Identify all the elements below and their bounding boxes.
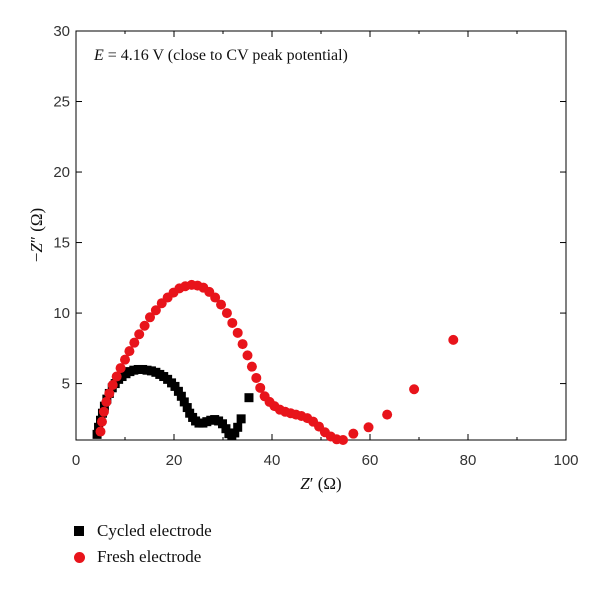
fresh-point xyxy=(107,379,118,390)
fresh-point xyxy=(101,396,112,407)
fresh-point xyxy=(144,312,155,323)
cycled-point xyxy=(218,419,228,429)
y-axis-title: −Z″ (Ω) xyxy=(27,208,46,262)
fresh-point xyxy=(111,371,122,382)
plot-frame xyxy=(75,30,567,441)
annotation-text: = 4.16 V (close to CV peak potential) xyxy=(104,47,348,64)
x-axis-symbol: Z xyxy=(300,474,310,493)
fresh-point xyxy=(139,320,150,331)
fresh-point xyxy=(104,388,115,399)
legend: Cycled electrode Fresh electrode xyxy=(74,518,212,570)
x-tick-label: 20 xyxy=(166,452,183,469)
x-axis-title: Z′ (Ω) xyxy=(300,474,341,493)
legend-item-cycled: Cycled electrode xyxy=(74,518,212,544)
y-tick-label: 5 xyxy=(62,376,70,393)
x-axis-unit: (Ω) xyxy=(313,474,341,493)
legend-circle-marker xyxy=(74,551,85,563)
cycled-point xyxy=(173,386,183,396)
fresh-point xyxy=(216,299,227,310)
x-tick-label: 60 xyxy=(362,452,379,469)
fresh-point xyxy=(251,372,262,383)
cycled-point xyxy=(233,422,243,432)
legend-label-cycled: Cycled electrode xyxy=(97,521,212,540)
annotation-symbol: E xyxy=(93,47,104,64)
cycled-point xyxy=(221,424,231,434)
fresh-point xyxy=(120,354,130,365)
fresh-point xyxy=(124,346,135,357)
cycled-point xyxy=(236,414,246,424)
fresh-point xyxy=(382,409,393,420)
y-axis-mark: ″ xyxy=(27,236,46,243)
fresh-point xyxy=(115,363,126,374)
legend-item-fresh: Fresh electrode xyxy=(74,544,212,570)
cycled-point xyxy=(244,393,254,403)
x-tick-label: 100 xyxy=(553,452,578,469)
fresh-point xyxy=(227,317,238,328)
y-tick-label: 15 xyxy=(53,235,70,252)
fresh-point xyxy=(242,350,253,361)
y-axis-symbol: Z xyxy=(27,243,46,253)
fresh-point xyxy=(448,334,459,345)
series-fresh-electrode xyxy=(95,279,459,445)
fresh-point xyxy=(348,428,359,439)
axis-tick-labels: 0 20 40 60 80 100 5 10 15 20 25 30 xyxy=(53,23,578,469)
fresh-point xyxy=(237,339,248,350)
chart-annotation: E = 4.16 V (close to CV peak potential) xyxy=(93,47,348,64)
fresh-point xyxy=(409,384,420,395)
x-tick-label: 40 xyxy=(264,452,281,469)
cycled-point xyxy=(170,381,180,391)
y-tick-label: 25 xyxy=(53,94,70,111)
cycled-point xyxy=(182,403,192,413)
legend-square-marker xyxy=(74,526,84,536)
fresh-point xyxy=(255,382,266,393)
y-axis-prefix: − xyxy=(27,253,46,263)
fresh-point xyxy=(134,329,145,340)
fresh-point xyxy=(129,337,140,348)
fresh-point xyxy=(96,416,107,427)
impedance-chart: 0 20 40 60 80 100 5 10 15 20 25 30 E = 4.16 V (clos… xyxy=(27,23,579,493)
x-tick-label: 80 xyxy=(460,452,477,469)
fresh-point xyxy=(246,361,257,372)
fresh-point xyxy=(210,292,221,303)
fresh-point xyxy=(363,422,374,433)
y-tick-label: 30 xyxy=(53,23,70,40)
cycled-point xyxy=(179,397,189,407)
fresh-point xyxy=(150,305,161,316)
fresh-point xyxy=(98,406,109,417)
y-axis-unit: (Ω) xyxy=(27,208,46,236)
fresh-point xyxy=(95,426,106,437)
fresh-point xyxy=(338,435,349,445)
cycled-point xyxy=(176,391,186,401)
y-tick-label: 10 xyxy=(53,305,70,322)
axis-ticks xyxy=(75,30,567,440)
cycled-point xyxy=(230,428,240,438)
fresh-point xyxy=(221,308,232,319)
y-tick-label: 20 xyxy=(53,164,70,181)
x-axis-mark: ′ xyxy=(310,474,314,493)
x-tick-label: 0 xyxy=(72,452,80,469)
fresh-point xyxy=(232,327,243,338)
legend-label-fresh: Fresh electrode xyxy=(97,547,202,566)
